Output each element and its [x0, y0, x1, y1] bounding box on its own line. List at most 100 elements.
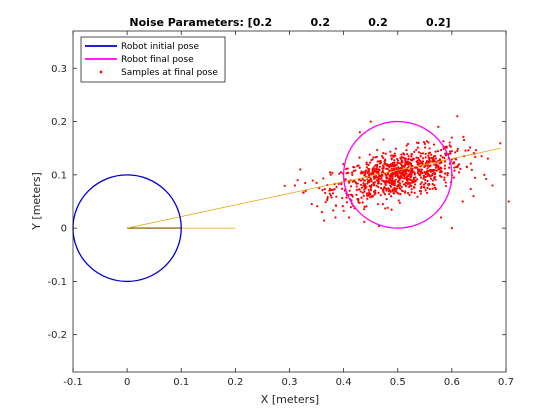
sample-point — [398, 186, 401, 190]
sample-point — [413, 191, 416, 194]
sample-point — [444, 160, 447, 163]
sample-point — [332, 209, 335, 212]
sample-point — [401, 180, 404, 183]
sample-point — [345, 172, 348, 175]
sample-point — [411, 171, 414, 174]
sample-point — [447, 166, 451, 169]
sample-point — [373, 181, 376, 184]
sample-point — [389, 195, 393, 198]
sample-point — [358, 156, 361, 159]
sample-point — [367, 163, 370, 167]
sample-point — [409, 170, 413, 173]
sample-point — [456, 166, 459, 169]
sample-point — [384, 152, 387, 155]
sample-point — [444, 154, 447, 157]
sample-point — [349, 206, 353, 209]
sample-point — [324, 200, 327, 204]
sample-point — [408, 173, 411, 176]
sample-point — [400, 159, 403, 162]
sample-point — [379, 159, 382, 163]
sample-point — [446, 174, 449, 177]
sample-point — [480, 155, 483, 158]
sample-point — [410, 164, 413, 167]
sample-point — [421, 161, 424, 164]
sample-point — [381, 170, 384, 173]
sample-point — [360, 186, 363, 189]
sample-point — [365, 166, 368, 169]
sample-point — [369, 120, 372, 123]
sample-point — [399, 192, 402, 196]
legend: Robot initial pose Robot final pose Sample… — [80, 36, 226, 83]
sample-point — [442, 140, 445, 143]
sample-point — [394, 178, 397, 181]
sample-point — [393, 184, 396, 187]
sample-point — [363, 179, 366, 182]
sample-point — [339, 171, 343, 174]
sample-point — [436, 149, 440, 153]
sample-point — [408, 193, 411, 197]
sample-point — [507, 200, 510, 203]
sample-point — [450, 227, 453, 230]
sample-point — [359, 190, 362, 193]
sample-point — [429, 169, 432, 172]
sample-point — [389, 189, 392, 192]
sample-point — [391, 171, 394, 175]
sample-point — [363, 205, 366, 208]
sample-point — [427, 172, 430, 175]
sample-point — [364, 173, 367, 176]
sample-point — [342, 209, 345, 212]
sample-point — [412, 178, 415, 181]
sample-point — [393, 189, 396, 192]
sample-point — [406, 153, 409, 156]
sample-point — [322, 177, 325, 180]
sample-point — [403, 177, 406, 180]
sample-point — [397, 184, 401, 187]
sample-point — [360, 196, 363, 199]
sample-point — [443, 164, 446, 167]
sample-point — [432, 143, 436, 146]
sample-point — [369, 188, 373, 192]
sample-point — [446, 172, 449, 175]
sample-point — [394, 154, 397, 157]
sample-point — [345, 201, 348, 204]
sample-point — [335, 185, 338, 189]
plot-area — [72, 115, 510, 283]
sample-point — [391, 189, 394, 193]
sample-point — [353, 179, 356, 182]
sample-point — [412, 176, 416, 179]
sample-point — [427, 152, 430, 155]
sample-point — [318, 187, 321, 190]
y-tick-label: 0.1 — [51, 170, 67, 181]
sample-point — [372, 156, 375, 159]
sample-point — [404, 171, 408, 174]
sample-point — [341, 197, 344, 200]
sample-point — [414, 180, 417, 183]
sample-point — [427, 169, 430, 173]
sample-point — [459, 167, 462, 171]
sample-point — [424, 181, 427, 185]
sample-point — [390, 158, 393, 161]
sample-point — [427, 141, 430, 144]
sample-point — [362, 194, 365, 197]
sample-point — [474, 155, 477, 159]
sample-point — [366, 171, 369, 174]
sample-point — [388, 169, 391, 172]
x-tick-label: 0.5 — [390, 377, 406, 388]
sample-point — [340, 187, 344, 190]
sample-point — [461, 200, 464, 203]
sample-point — [384, 183, 387, 187]
sample-point — [408, 185, 411, 189]
sample-point — [419, 155, 422, 158]
sample-point — [417, 141, 420, 145]
sample-point — [366, 197, 369, 200]
sample-point — [390, 154, 393, 157]
sample-point — [434, 157, 438, 160]
sample-point — [473, 176, 477, 179]
sample-point — [366, 194, 369, 197]
sample-point — [428, 157, 431, 160]
sample-point — [453, 166, 456, 169]
sample-point — [326, 197, 329, 200]
x-axis-label: X [meters] — [261, 393, 319, 406]
sample-point — [368, 153, 371, 156]
sample-point — [388, 193, 391, 196]
